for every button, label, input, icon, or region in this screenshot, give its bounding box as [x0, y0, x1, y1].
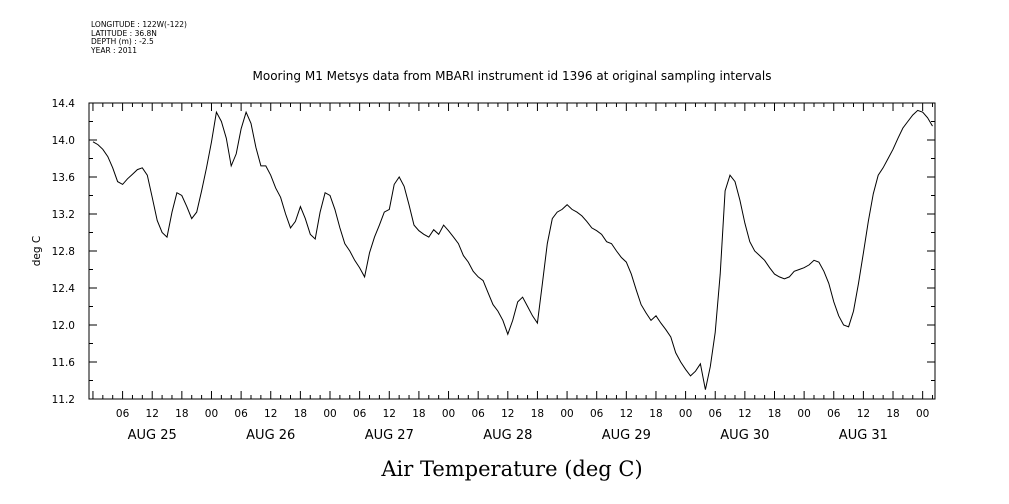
- x-tick-label: 06: [234, 408, 248, 420]
- longitude-text: LONGITUDE : 122W(-122): [91, 20, 187, 29]
- x-axis-label: Air Temperature (deg C): [380, 457, 642, 481]
- day-label: AUG 29: [602, 428, 651, 443]
- latitude-text: LATITUDE : 36.8N: [91, 28, 157, 38]
- x-tick-label: 18: [649, 408, 662, 420]
- x-tick-label: 12: [620, 408, 633, 420]
- x-tick-label: 06: [353, 408, 367, 420]
- y-tick-label: 14.0: [52, 135, 75, 147]
- x-tick-label: 00: [679, 408, 692, 420]
- metadata-block: LONGITUDE : 122W(-122) LATITUDE : 36.8N …: [91, 20, 187, 55]
- x-tick-label: 18: [531, 408, 544, 420]
- chart-title: Mooring M1 Metsys data from MBARI instru…: [253, 69, 772, 83]
- day-labels: AUG 25 AUG 26 AUG 27 AUG 28 AUG 29 AUG 30 AUG …: [128, 428, 888, 443]
- x-tick-label: 00: [205, 408, 218, 420]
- year-text: YEAR : 2011: [91, 45, 138, 55]
- x-tick-label: 06: [709, 408, 723, 420]
- x-tick-label: 12: [738, 408, 751, 420]
- y-axis-label: deg C: [31, 236, 43, 266]
- day-label: AUG 27: [365, 428, 414, 443]
- day-label: AUG 25: [128, 428, 177, 443]
- x-tick-label: 06: [116, 408, 130, 420]
- x-tick-labels: 06 12 18 00 06 12 18 00 06 12 18 00 06 12 18 00 06 12 18 00…: [116, 408, 929, 420]
- x-tick-label: 00: [560, 408, 573, 420]
- x-tick-label: 00: [797, 408, 810, 420]
- day-label: AUG 28: [483, 428, 532, 443]
- x-tick-marks: [92, 103, 934, 399]
- x-tick-label: 12: [857, 408, 870, 420]
- depth-text: DEPTH (m) : -2.5: [91, 37, 154, 47]
- x-tick-label: 12: [383, 408, 396, 420]
- x-tick-label: 18: [412, 408, 425, 420]
- y-tick-label: 11.2: [52, 394, 75, 406]
- plot-frame: [88, 102, 936, 400]
- x-tick-label: 06: [590, 408, 604, 420]
- y-tick-label: 12.4: [52, 283, 76, 295]
- day-label: AUG 31: [839, 428, 888, 443]
- y-tick-label: 14.4: [52, 98, 76, 110]
- day-label: AUG 30: [720, 428, 769, 443]
- x-tick-label: 00: [323, 408, 336, 420]
- x-tick-label: 00: [442, 408, 455, 420]
- x-tick-label: 06: [827, 408, 841, 420]
- y-tick-label: 12.0: [52, 320, 75, 332]
- x-tick-label: 00: [916, 408, 929, 420]
- x-tick-label: 12: [264, 408, 277, 420]
- y-tick-label: 11.6: [52, 357, 76, 369]
- x-tick-label: 18: [175, 408, 188, 420]
- y-tick-label: 12.8: [52, 246, 75, 258]
- x-tick-label: 18: [768, 408, 781, 420]
- x-tick-label: 12: [146, 408, 159, 420]
- series-line-air-temperature: [92, 109, 933, 390]
- x-tick-label: 18: [294, 408, 307, 420]
- y-tick-marks: [89, 102, 935, 400]
- y-tick-labels: 11.2 11.6 12.0 12.4 12.8 13.2 13.6 14.0 14.4: [52, 98, 76, 406]
- x-tick-label: 06: [471, 408, 485, 420]
- y-tick-label: 13.2: [52, 209, 75, 221]
- x-tick-label: 18: [886, 408, 899, 420]
- x-tick-label: 12: [501, 408, 514, 420]
- y-tick-label: 13.6: [52, 172, 76, 184]
- day-label: AUG 26: [246, 428, 295, 443]
